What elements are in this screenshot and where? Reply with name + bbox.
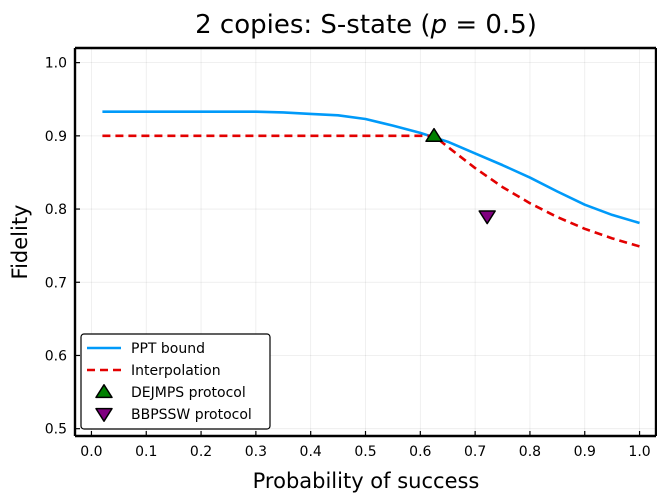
axis-ticks: 0.0 0.1 0.2 0.3 0.4 0.5 0.6 0.7 0.8 0.9 1.0 0.5 0.6 0… [45, 56, 651, 460]
series-marker-3-0 [478, 210, 496, 225]
legend-label-3: BBPSSW protocol [131, 407, 252, 423]
y-tick-label-2: 0.7 [45, 275, 67, 291]
series-marker-2-0 [425, 127, 443, 142]
x-tick-label-7: 0.7 [464, 444, 486, 460]
legend-label-1: Interpolation [131, 363, 221, 379]
x-tick-label-9: 0.9 [574, 444, 596, 460]
y-tick-label-1: 0.6 [45, 348, 67, 364]
legend-label-0: PPT bound [131, 341, 205, 357]
y-tick-label-3: 0.8 [45, 202, 67, 218]
chart-title-prefix: 2 copies: S-state ( [195, 10, 430, 40]
legend-swatch-3 [95, 407, 113, 422]
legend: PPT bound Interpolation DEJMPS protocol BBP… [80, 333, 271, 430]
y-tick-label-4: 0.9 [45, 129, 67, 145]
x-tick-label-4: 0.4 [300, 444, 322, 460]
x-tick-label-5: 0.5 [354, 444, 376, 460]
x-tick-label-0: 0.0 [80, 444, 102, 460]
series-line-0 [102, 110, 640, 225]
x-tick-label-1: 0.1 [135, 444, 157, 460]
x-tick-label-6: 0.6 [409, 444, 431, 460]
x-tick-label-3: 0.3 [245, 444, 267, 460]
x-tick-label-2: 0.2 [190, 444, 212, 460]
legend-box [80, 333, 271, 430]
x-tick-label-8: 0.8 [519, 444, 541, 460]
y-tick-label-5: 1.0 [45, 56, 67, 72]
chart-title-variable: p [430, 10, 448, 40]
legend-label-2: DEJMPS protocol [131, 385, 246, 401]
chart-title-suffix: = 0.5) [447, 10, 537, 40]
y-tick-label-0: 0.5 [45, 422, 67, 438]
chart-title: 2 copies: S-state (p = 0.5) [195, 10, 537, 40]
x-axis-label: Probability of success [253, 469, 480, 493]
legend-swatch-2 [95, 384, 113, 399]
y-axis-label: Fidelity [8, 205, 32, 280]
plot-area [102, 110, 640, 248]
x-tick-label-10: 1.0 [628, 444, 650, 460]
